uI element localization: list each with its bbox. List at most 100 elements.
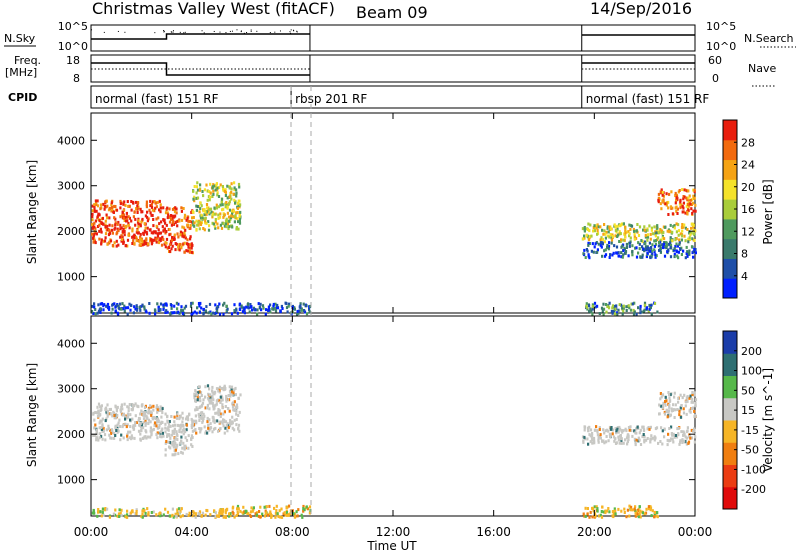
scatter-cell	[164, 412, 167, 416]
scatter-cell	[675, 209, 678, 213]
scatter-cell	[637, 306, 640, 310]
scatter-cell	[152, 218, 155, 221]
scatter-cell	[173, 431, 176, 435]
scatter-cell	[656, 224, 659, 228]
scatter-cell	[140, 423, 144, 427]
scatter-cell	[237, 182, 241, 186]
scatter-cell	[620, 255, 623, 259]
scatter-cell	[119, 410, 123, 414]
scatter-cell	[173, 235, 176, 239]
scatter-cell	[184, 417, 188, 421]
scatter-cell	[239, 303, 242, 307]
scatter-cell	[656, 226, 659, 230]
scatter-cell	[187, 446, 190, 450]
scatter-cell	[676, 254, 679, 258]
scatter-cell	[688, 251, 691, 255]
scatter-cell	[610, 309, 613, 313]
scatter-cell	[144, 214, 147, 218]
scatter-cell	[200, 416, 203, 420]
colorbar-swatch	[723, 238, 737, 259]
colorbar-swatch	[723, 353, 737, 376]
nsky-series	[91, 25, 695, 51]
scatter-cell	[690, 198, 694, 202]
scatter-cell	[103, 239, 107, 243]
scatter-cell	[631, 434, 634, 438]
scatter-cell	[667, 391, 670, 394]
scatter-cell	[632, 312, 636, 316]
scatter-cell	[202, 312, 205, 316]
colorbar-swatch	[723, 397, 737, 421]
scatter-cell	[156, 201, 159, 204]
scatter-cell	[618, 425, 621, 429]
scatter-cell	[679, 198, 682, 202]
scatter-cell	[585, 305, 588, 309]
scatter-cell	[117, 421, 120, 425]
scatter-cell	[173, 429, 176, 433]
scatter-cell	[659, 392, 662, 395]
scatter-cell	[102, 202, 105, 206]
scatter-cell	[106, 224, 109, 228]
scatter-cell	[168, 440, 172, 444]
scatter-cell	[233, 309, 236, 313]
scatter-cell	[171, 513, 174, 517]
scatter-cell	[212, 192, 215, 196]
scatter-cell	[661, 199, 664, 203]
scatter-cell	[246, 303, 249, 307]
scatter-cell	[121, 238, 124, 241]
scatter-cell	[595, 505, 598, 509]
scatter-cell	[653, 435, 656, 439]
scatter-cell	[633, 437, 636, 441]
scatter-cell	[98, 223, 101, 227]
scatter-cell	[124, 203, 127, 207]
scatter-cell	[219, 203, 222, 207]
scatter-cell	[173, 415, 176, 419]
scatter-cell	[197, 223, 200, 227]
scatter-cell	[138, 305, 141, 309]
scatter-cell	[653, 302, 657, 305]
scatter-cell	[204, 216, 207, 220]
scatter-cell	[94, 231, 97, 235]
scatter-cell	[170, 415, 173, 418]
scatter-cell	[218, 420, 221, 424]
scatter-cell	[224, 426, 227, 430]
scatter-cell	[126, 513, 129, 517]
scatter-cell	[141, 217, 144, 221]
nsky-line	[91, 33, 695, 40]
scatter-cell	[686, 254, 689, 258]
scatter-cell	[642, 428, 646, 432]
scatter-cell	[215, 206, 218, 210]
scatter-cell	[171, 236, 174, 239]
scatter-cell	[127, 215, 130, 219]
scatter-cell	[143, 222, 146, 226]
scatter-cell	[208, 393, 212, 397]
scatter-cell	[651, 232, 654, 236]
scatter-cell	[622, 306, 625, 310]
nsky-point	[246, 31, 248, 33]
scatter-cell	[616, 312, 619, 316]
scatter-cell	[197, 302, 201, 305]
scatter-cell	[109, 428, 112, 432]
scatter-cell	[174, 436, 177, 440]
scatter-cell	[158, 199, 161, 203]
scatter-cell	[126, 405, 129, 409]
scatter-cell	[586, 512, 589, 516]
scatter-cell	[218, 312, 222, 316]
scatter-cell	[104, 223, 107, 227]
scatter-cell	[96, 414, 100, 418]
scatter-cell	[194, 512, 197, 516]
scatter-cell	[152, 231, 155, 235]
scatter-cell	[641, 511, 644, 515]
scatter-cell	[156, 419, 159, 423]
scatter-cell	[591, 515, 594, 519]
freq-ytick-top: 18	[66, 54, 80, 67]
scatter-cell	[233, 215, 236, 219]
scatter-cell	[583, 229, 586, 233]
scatter-cell	[173, 420, 176, 424]
scatter-cell	[247, 306, 250, 310]
scatter-cell	[168, 514, 171, 518]
scatter-cell	[645, 307, 648, 311]
scatter-cell	[683, 188, 686, 192]
scatter-cell	[199, 216, 203, 220]
scatter-cell	[137, 222, 140, 226]
scatter-cell	[116, 303, 119, 307]
